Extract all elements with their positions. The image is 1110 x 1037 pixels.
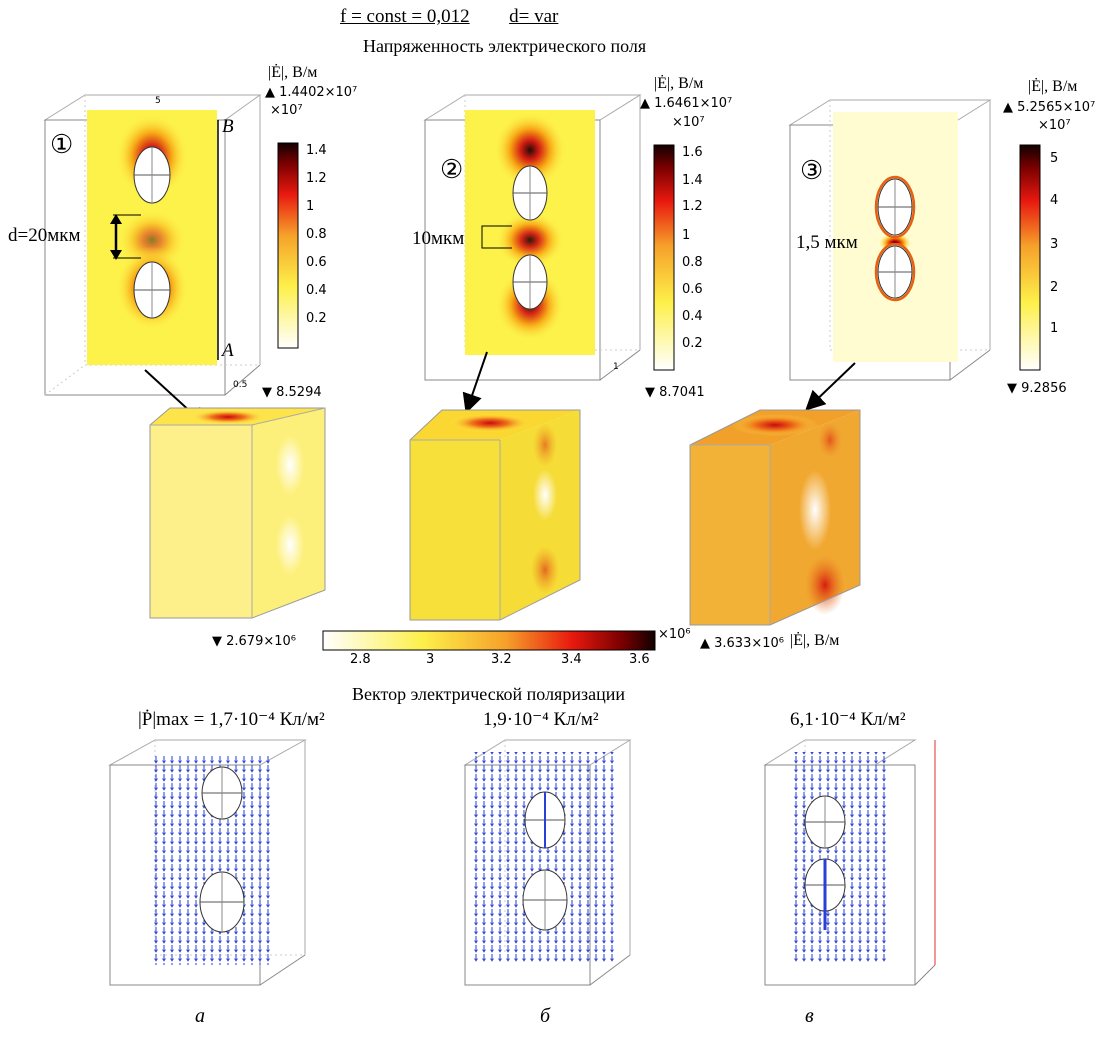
polarization-panel-1 bbox=[108, 739, 307, 986]
axis-tick: 5 bbox=[155, 96, 161, 106]
unit-label-1: |Ė|, В/м bbox=[268, 64, 318, 81]
tick: 3.2 bbox=[491, 652, 512, 667]
tick: 4 bbox=[1050, 193, 1059, 208]
shared-unit-label: |Ė|, В/м bbox=[790, 632, 840, 649]
polarization-prefix: |Ṗ|max = bbox=[138, 709, 210, 730]
tick: 0.8 bbox=[306, 227, 327, 242]
tick: 1.6 bbox=[682, 145, 703, 160]
distance-variable-label: d= var bbox=[509, 6, 559, 27]
tick: 2 bbox=[1050, 280, 1059, 295]
tick: 2.8 bbox=[350, 652, 371, 667]
max-label-3: ▲ 5.2565×10⁷ bbox=[1003, 100, 1096, 115]
shared-multiplier: ×10⁶ bbox=[658, 627, 691, 642]
multiplier-1: ×10⁷ bbox=[270, 103, 303, 118]
subfigure-label-b: б bbox=[540, 1005, 551, 1027]
surface-cube-3 bbox=[689, 409, 861, 626]
tick: 0.2 bbox=[306, 311, 327, 326]
subfigure-label-v: в bbox=[805, 1005, 814, 1027]
polarization-vectors-3 bbox=[790, 752, 890, 962]
tick: 1.4 bbox=[306, 143, 327, 158]
frequency-label: f = const = 0,012 bbox=[340, 6, 470, 27]
surface-cube-1 bbox=[149, 407, 326, 619]
polarization-panel-3 bbox=[763, 739, 936, 986]
tick: 1.4 bbox=[682, 173, 703, 188]
field-panel-1 bbox=[43, 94, 299, 428]
min-label-2: ▼ 8.7041 bbox=[645, 385, 705, 400]
tick: 3.4 bbox=[561, 652, 582, 667]
colorbar-2-ticks: 1.6 1.4 1.2 1 0.8 0.6 0.4 0.2 bbox=[682, 145, 722, 370]
circle-label-1: ① bbox=[50, 130, 74, 159]
distance-label-2: 10мкм bbox=[412, 228, 465, 249]
tick: 0.8 bbox=[682, 255, 703, 270]
field-panel-3 bbox=[788, 99, 1041, 411]
polarization-value-2: 1,9·10⁻⁴ Кл/м² bbox=[483, 709, 599, 730]
tick: 1.2 bbox=[682, 199, 703, 214]
tick: 1 bbox=[1050, 321, 1059, 336]
circle-label-2: ② bbox=[440, 155, 464, 184]
max-label-1: ▲ 1.4402×10⁷ bbox=[265, 85, 358, 100]
tick: 0.4 bbox=[682, 309, 703, 324]
tick: 0.6 bbox=[682, 282, 703, 297]
tick: 5 bbox=[1050, 151, 1059, 166]
polarization-value: 1,7·10⁻⁴ Кл/м² bbox=[209, 709, 325, 730]
shared-min-label: ▼ 2.679×10⁶ bbox=[212, 634, 296, 649]
shared-max-label: ▲ 3.633×10⁶ bbox=[700, 636, 784, 651]
polarization-section-title: Вектор электрической поляризации bbox=[352, 684, 625, 704]
axis-tick: 1 bbox=[613, 362, 619, 372]
polarization-value-1: |Ṗ|max = 1,7·10⁻⁴ Кл/м² bbox=[138, 708, 325, 731]
point-a-label: A bbox=[222, 340, 234, 361]
colorbar-1-ticks: 1.4 1.2 1 0.8 0.6 0.4 0.2 bbox=[306, 143, 346, 348]
tick: 0.2 bbox=[682, 336, 703, 351]
tick: 1.2 bbox=[306, 171, 327, 186]
tick: 1 bbox=[682, 228, 691, 243]
tick: 1 bbox=[306, 199, 315, 214]
multiplier-2: ×10⁷ bbox=[672, 115, 705, 130]
distance-label-3: 1,5 мкм bbox=[796, 232, 858, 253]
unit-label-3: |Ė|, В/м bbox=[1028, 78, 1078, 95]
polarization-panel-2 bbox=[463, 739, 632, 986]
circle-label-3: ③ bbox=[800, 156, 824, 185]
shared-colorbar-ticks: 2.8 3 3.2 3.4 3.6 bbox=[323, 652, 655, 668]
tick: 0.4 bbox=[306, 283, 327, 298]
field-section-title: Напряженность электрического поля bbox=[363, 36, 647, 56]
shared-colorbar bbox=[322, 630, 656, 651]
figure-header: f = const = 0,012 d= var bbox=[340, 6, 700, 28]
colorbar-3 bbox=[1019, 144, 1041, 371]
surface-cube-2 bbox=[409, 409, 581, 621]
unit-label-2: |Ė|, В/м bbox=[654, 75, 704, 92]
field-panel-2 bbox=[423, 94, 675, 414]
axis-tick: 0.5 bbox=[233, 380, 248, 390]
distance-label-1: d=20мкм bbox=[8, 225, 81, 246]
tick: 3.6 bbox=[629, 652, 650, 667]
colorbar-1 bbox=[277, 142, 299, 349]
min-label-3: ▼ 9.2856 bbox=[1007, 381, 1067, 396]
min-label-1: ▼ 8.5294 bbox=[262, 385, 322, 400]
colorbar-2 bbox=[653, 144, 675, 371]
tick: 3 bbox=[426, 652, 435, 667]
tick: 3 bbox=[1050, 237, 1059, 252]
polarization-value-3: 6,1·10⁻⁴ Кл/м² bbox=[790, 709, 906, 730]
max-label-2: ▲ 1.6461×10⁷ bbox=[640, 96, 733, 111]
point-b-label: B bbox=[222, 116, 234, 137]
colorbar-3-ticks: 5 4 3 2 1 bbox=[1050, 145, 1080, 370]
tick: 0.6 bbox=[306, 255, 327, 270]
subfigure-label-a: а bbox=[195, 1005, 205, 1027]
multiplier-3: ×10⁷ bbox=[1038, 118, 1071, 133]
polarization-vectors-2 bbox=[470, 752, 615, 962]
